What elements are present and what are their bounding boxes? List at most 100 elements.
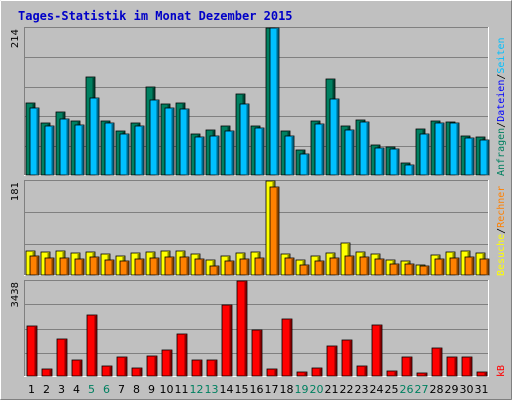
day-label: 23	[355, 383, 369, 396]
bar-rechner-day-10	[164, 256, 175, 276]
bar-kb-day-9	[146, 355, 158, 377]
bar-dateien-day-4	[74, 124, 85, 176]
bar-dateien-day-29	[449, 122, 460, 176]
bar-rechner-day-16	[254, 257, 265, 276]
bar-dateien-day-12	[194, 136, 205, 176]
panel-top: 214	[10, 27, 490, 176]
bar-rechner-day-1	[29, 255, 40, 276]
day-label: 21	[325, 383, 339, 396]
bar-rechner-day-24	[374, 258, 385, 276]
day-label: 27	[415, 383, 429, 396]
bar-dateien-day-6	[104, 122, 115, 176]
bar-kb-day-25	[386, 370, 398, 377]
legend-separator: /	[496, 228, 507, 234]
day-label: 26	[400, 383, 414, 396]
legend-kb: kB	[496, 365, 507, 377]
bar-kb-day-4	[71, 359, 83, 377]
bar-rechner-day-25	[389, 263, 400, 276]
bar-rechner-day-6	[104, 259, 115, 276]
day-axis: 1 2 3 4 5 6 7 8 9 10 11 12 13 14 15 16 17 18 19 20 21 22 23 24 2…	[28, 383, 489, 396]
day-label: 22	[340, 383, 354, 396]
panel-bottom: 3438	[10, 280, 489, 377]
bar-kb-day-13	[206, 359, 218, 377]
bar-kb-day-20	[311, 367, 323, 377]
panel-top-max-label: 214	[10, 29, 21, 48]
bar-kb-day-12	[191, 359, 203, 377]
bar-kb-day-7	[116, 356, 128, 377]
legend-besuche: Besuche	[496, 234, 507, 276]
bar-dateien-day-1	[29, 107, 40, 176]
bar-rechner-day-15	[239, 258, 250, 276]
bar-dateien-day-17	[269, 27, 280, 176]
bar-rechner-day-4	[74, 258, 85, 276]
bar-dateien-day-22	[344, 129, 355, 176]
bar-kb-day-16	[251, 329, 263, 377]
bar-rechner-day-11	[179, 256, 190, 276]
bar-rechner-day-9	[149, 257, 160, 276]
bar-rechner-day-7	[119, 260, 130, 276]
day-label: 28	[430, 383, 444, 396]
day-label: 25	[385, 383, 399, 396]
day-label: 1	[28, 383, 35, 396]
bar-dateien-day-28	[434, 122, 445, 176]
bar-kb-day-30	[461, 356, 473, 377]
bar-dateien-day-14	[224, 130, 235, 176]
bar-dateien-day-27	[419, 133, 430, 176]
bar-kb-day-26	[401, 356, 413, 377]
panel-middle: 181	[10, 180, 490, 276]
legend-middle: Besuche/Rechner	[496, 186, 507, 276]
day-label: 9	[148, 383, 155, 396]
legend-separator: /	[496, 74, 507, 80]
bar-kb-day-17	[266, 368, 278, 377]
bar-rechner-day-2	[44, 257, 55, 276]
bar-rechner-day-8	[134, 258, 145, 276]
bar-dateien-day-10	[164, 107, 175, 176]
day-label: 15	[235, 383, 249, 396]
bar-kb-day-19	[296, 371, 308, 377]
bar-dateien-day-18	[284, 135, 295, 176]
bar-kb-day-31	[476, 371, 488, 377]
day-label: 24	[370, 383, 384, 396]
day-label: 7	[118, 383, 125, 396]
bar-rechner-day-28	[434, 258, 445, 276]
bar-rechner-day-18	[284, 257, 295, 276]
day-label: 14	[220, 383, 234, 396]
bar-rechner-day-30	[464, 256, 475, 276]
day-label: 16	[250, 383, 264, 396]
bar-kb-day-22	[341, 339, 353, 377]
bar-rechner-day-22	[344, 255, 355, 276]
bar-dateien-day-2	[44, 125, 55, 176]
panel-middle-max-label: 181	[10, 182, 21, 201]
legend-dateien: Dateien	[496, 80, 507, 122]
legend-rechner: Rechner	[496, 186, 507, 228]
bar-kb-day-27	[416, 372, 428, 377]
day-label: 30	[460, 383, 474, 396]
bar-kb-day-6	[101, 365, 113, 377]
bar-kb-day-28	[431, 347, 443, 377]
bar-kb-day-1	[26, 325, 38, 377]
day-label: 8	[133, 383, 140, 396]
legend-anfragen: Anfragen	[496, 128, 507, 176]
bar-kb-day-24	[371, 324, 383, 377]
day-label: 3	[58, 383, 65, 396]
bar-kb-day-14	[221, 304, 233, 377]
day-label: 10	[160, 383, 174, 396]
bar-dateien-day-7	[119, 133, 130, 176]
series-kb	[26, 280, 488, 377]
bar-rechner-day-13	[209, 265, 220, 276]
bar-kb-day-5	[86, 314, 98, 377]
day-label: 18	[280, 383, 294, 396]
day-label: 12	[190, 383, 204, 396]
bar-rechner-day-19	[299, 264, 310, 276]
day-label: 13	[205, 383, 219, 396]
legend-seiten: Seiten	[496, 37, 507, 73]
bar-rechner-day-5	[89, 256, 100, 276]
legend-bottom: kB	[496, 365, 507, 377]
bar-kb-day-23	[356, 365, 368, 377]
bar-dateien-day-8	[134, 125, 145, 176]
panel-bottom-max-label: 3438	[10, 282, 21, 307]
bar-dateien-day-25	[389, 148, 400, 176]
bar-kb-day-21	[326, 345, 338, 377]
